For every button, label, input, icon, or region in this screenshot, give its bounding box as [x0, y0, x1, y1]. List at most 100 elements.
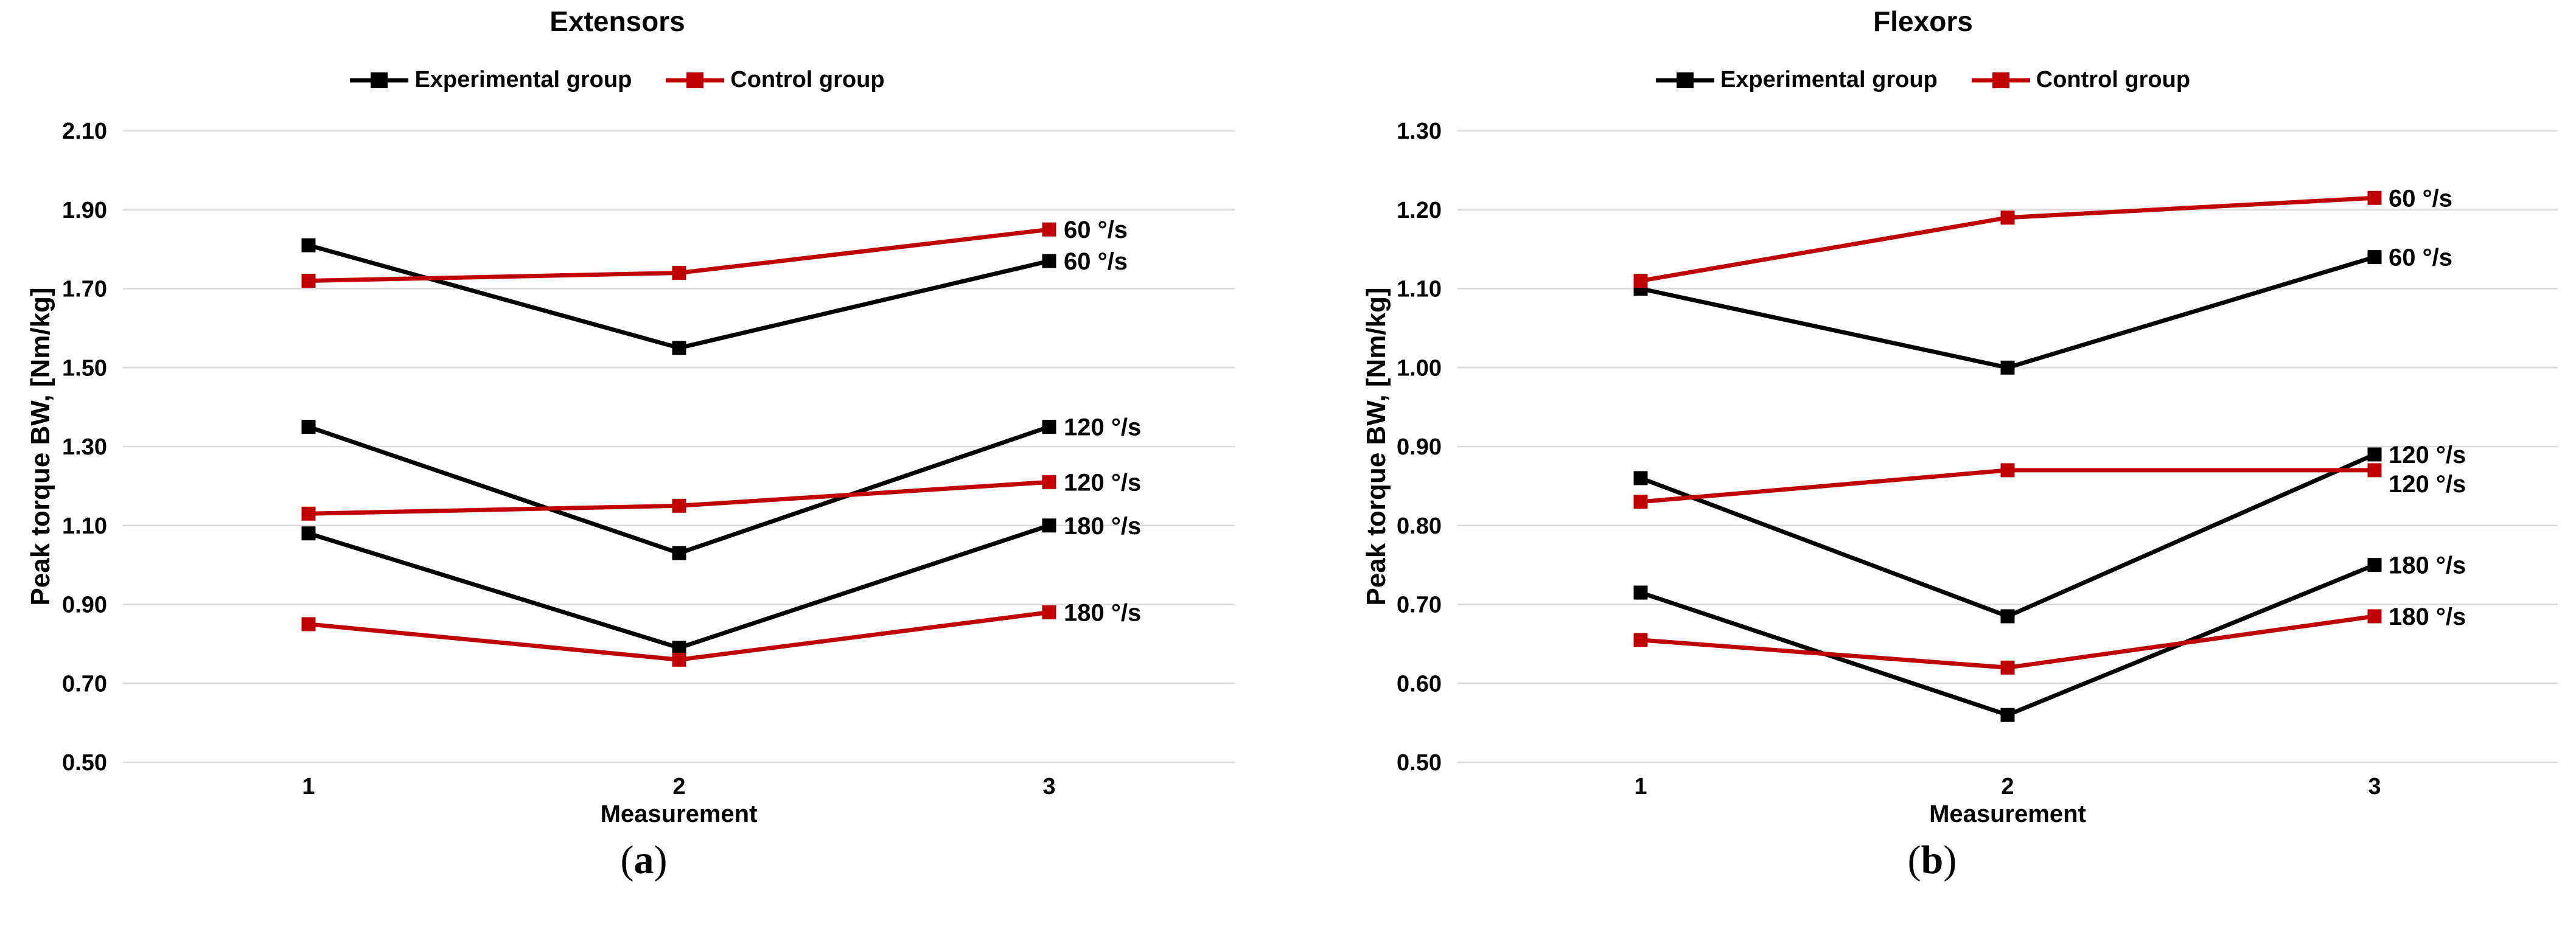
chart-b-legend: Experimental group Control group [1288, 67, 2558, 93]
y-tick-label: 1.70 [62, 277, 107, 302]
data-point-marker [2367, 609, 2382, 624]
x-tick-label: 2 [2001, 774, 2014, 799]
data-point-marker [1633, 471, 1648, 485]
y-tick-label: 1.90 [62, 198, 107, 223]
data-point-marker [301, 617, 316, 632]
y-tick-label: 0.80 [1397, 513, 1442, 539]
chart-a-caption: (a) [0, 837, 1288, 883]
series-end-label: 120 °/s [1064, 414, 1141, 441]
caption-paren: ( [620, 838, 634, 882]
x-tick-label: 1 [1634, 774, 1647, 799]
data-point-marker [301, 238, 316, 252]
data-point-marker [1042, 475, 1056, 489]
y-tick-label: 0.70 [62, 671, 107, 697]
legend-label-control: Control group [730, 67, 885, 92]
data-point-marker [2367, 190, 2382, 205]
data-point-marker [1633, 274, 1648, 288]
data-point-marker [1633, 495, 1648, 509]
data-point-marker [301, 420, 316, 434]
control-180s-line [1640, 614, 2375, 670]
experimental-series-marker-icon [1655, 72, 1714, 88]
y-tick-label: 1.10 [62, 513, 107, 539]
chart-b-title: Flexors [1873, 5, 1973, 37]
data-point-marker [1042, 605, 1056, 619]
data-point-marker [2367, 463, 2382, 478]
data-point-marker [2367, 558, 2382, 572]
y-tick-label: 0.60 [1397, 671, 1442, 697]
chart-a-y-axis-title: Peak torque BW, [Nm/kg] [26, 287, 55, 606]
experimental-series-marker-icon [350, 72, 409, 88]
legend-item-experimental: Experimental group [1655, 67, 1938, 93]
x-tick-label: 3 [1042, 774, 1055, 799]
caption-paren: ) [1943, 838, 1957, 882]
y-tick-label: 1.50 [62, 355, 107, 381]
data-point-marker [1042, 518, 1056, 533]
control-series-marker-icon [666, 72, 725, 88]
caption-paren: ) [654, 838, 668, 882]
data-point-marker [301, 274, 316, 288]
data-point-marker [2367, 447, 2382, 462]
data-point-marker [2000, 360, 2015, 375]
chart-a-title: Extensors [550, 5, 685, 37]
data-point-marker [2000, 609, 2015, 624]
y-tick-label: 0.50 [1397, 750, 1442, 776]
data-point-marker [2367, 250, 2382, 265]
series-end-label: 60 °/s [1064, 248, 1128, 275]
data-point-marker [672, 652, 686, 667]
data-point-marker [2000, 660, 2015, 675]
caption-letter: a [634, 838, 654, 882]
data-point-marker [672, 641, 686, 655]
experimental-180s-line [307, 523, 1050, 650]
chart-b-caption: (b) [1288, 837, 2576, 883]
experimental-120s-line [1639, 452, 2376, 619]
caption-letter: b [1921, 838, 1944, 882]
data-point-marker [1633, 633, 1648, 647]
data-point-marker [672, 498, 686, 513]
series-end-label: 180 °/s [1064, 513, 1141, 540]
series-end-label: 120 °/s [2389, 442, 2466, 468]
legend-label-control: Control group [2036, 67, 2191, 92]
chart-b-y-axis-title: Peak torque BW, [Nm/kg] [1361, 287, 1391, 606]
experimental-180s-line [1639, 563, 2376, 717]
chart-a-x-axis-title: Measurement [600, 801, 758, 827]
control-series-marker-icon [1971, 72, 2030, 88]
experimental-60s-line [1640, 255, 2376, 370]
x-tick-label: 2 [672, 774, 685, 799]
x-tick-label: 3 [2368, 774, 2381, 799]
legend-label-experimental: Experimental group [1720, 67, 1938, 92]
y-tick-label: 1.20 [1397, 198, 1442, 223]
series-end-label: 180 °/s [2389, 552, 2466, 579]
y-tick-label: 0.70 [1397, 593, 1442, 618]
y-tick-label: 0.90 [62, 593, 107, 618]
series-end-label: 180 °/s [1064, 599, 1141, 626]
data-point-marker [1042, 254, 1056, 268]
legend-item-control: Control group [1971, 67, 2191, 93]
data-point-marker [1633, 585, 1648, 600]
data-point-marker [672, 341, 686, 355]
data-point-marker [301, 526, 316, 541]
legend-label-experimental: Experimental group [414, 67, 632, 92]
data-point-marker [2000, 708, 2015, 722]
chart-a-legend: Experimental group Control group [0, 67, 1235, 93]
y-tick-label: 2.10 [62, 119, 107, 144]
data-point-marker [2000, 211, 2015, 225]
legend-item-experimental: Experimental group [350, 67, 632, 93]
data-point-marker [672, 266, 686, 280]
caption-paren: ( [1907, 838, 1921, 882]
y-tick-label: 1.30 [1397, 119, 1442, 144]
data-point-marker [1042, 420, 1056, 434]
x-tick-label: 1 [302, 774, 315, 799]
series-end-label: 180 °/s [2389, 604, 2466, 630]
data-point-marker [2000, 463, 2015, 478]
experimental-60s-line [308, 243, 1050, 350]
series-end-label: 120 °/s [2389, 471, 2466, 498]
y-tick-label: 0.90 [1397, 434, 1442, 460]
legend-item-control: Control group [666, 67, 885, 93]
chart-b-x-axis-title: Measurement [1929, 801, 2086, 827]
data-point-marker [1042, 222, 1056, 237]
series-end-label: 120 °/s [1064, 469, 1141, 496]
series-end-label: 60 °/s [2389, 245, 2452, 271]
data-point-marker [672, 546, 686, 560]
